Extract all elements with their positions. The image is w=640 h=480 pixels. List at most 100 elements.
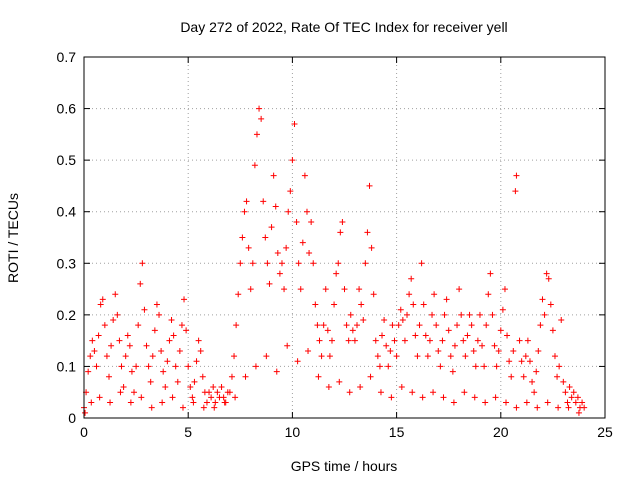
data-point	[278, 260, 285, 267]
data-point	[106, 373, 113, 380]
data-point	[181, 296, 188, 303]
data-point	[328, 337, 335, 344]
data-point	[149, 353, 156, 360]
y-tick-label: 0.6	[57, 101, 77, 117]
data-point	[221, 399, 228, 406]
data-point	[89, 337, 96, 344]
data-point	[97, 301, 104, 308]
data-point	[291, 121, 298, 128]
data-point	[462, 353, 469, 360]
data-point	[468, 322, 475, 329]
data-point	[408, 275, 415, 282]
data-point	[212, 399, 219, 406]
data-point	[368, 244, 375, 251]
data-point	[315, 373, 322, 380]
x-tick-label: 5	[184, 424, 192, 440]
data-point	[262, 234, 269, 241]
data-point	[337, 229, 344, 236]
data-point	[558, 317, 565, 324]
data-point	[199, 373, 206, 380]
data-point	[138, 394, 145, 401]
data-point	[264, 260, 271, 267]
data-point	[331, 301, 338, 308]
data-point	[206, 389, 213, 396]
data-point	[367, 373, 374, 380]
data-point	[208, 394, 215, 401]
data-point	[349, 327, 356, 334]
data-point	[565, 404, 572, 411]
data-point	[245, 244, 252, 251]
data-point	[301, 172, 308, 179]
data-point	[96, 394, 103, 401]
data-point	[543, 270, 550, 277]
data-point	[273, 368, 280, 375]
x-tick-label: 0	[80, 424, 88, 440]
data-point	[87, 353, 94, 360]
data-point	[549, 327, 556, 334]
chart-title: Day 272 of 2022, Rate Of TEC Index for r…	[180, 19, 507, 35]
data-point	[443, 296, 450, 303]
data-point	[440, 394, 447, 401]
data-point	[397, 306, 404, 313]
data-point	[235, 291, 242, 298]
data-point	[379, 332, 386, 339]
data-point	[276, 270, 283, 277]
data-point	[211, 404, 218, 411]
data-point	[341, 286, 348, 293]
data-point	[293, 219, 300, 226]
data-point	[314, 322, 321, 329]
data-point	[128, 368, 135, 375]
data-point	[228, 373, 235, 380]
data-point	[529, 378, 536, 385]
y-tick-label: 0.3	[57, 255, 77, 271]
data-point	[360, 317, 367, 324]
data-point	[174, 378, 181, 385]
data-point	[460, 337, 467, 344]
data-point	[581, 404, 588, 411]
data-point	[159, 399, 166, 406]
data-point	[124, 332, 131, 339]
data-point	[141, 306, 148, 313]
data-point	[544, 399, 551, 406]
data-point	[471, 394, 478, 401]
data-point	[233, 322, 240, 329]
data-point	[431, 291, 438, 298]
data-point	[470, 347, 477, 354]
data-point	[504, 332, 511, 339]
data-point	[383, 342, 390, 349]
data-point	[297, 286, 304, 293]
data-point	[482, 399, 489, 406]
data-point	[391, 337, 398, 344]
data-point	[458, 311, 465, 318]
y-tick-label: 0.4	[57, 204, 77, 220]
data-point	[570, 389, 577, 396]
data-point	[456, 286, 463, 293]
data-point	[555, 404, 562, 411]
data-series	[81, 105, 588, 416]
x-tick-label: 15	[389, 424, 405, 440]
data-point	[495, 347, 502, 354]
data-point	[189, 394, 196, 401]
data-point	[420, 301, 427, 308]
data-point	[117, 389, 124, 396]
data-point	[404, 311, 411, 318]
data-point	[534, 404, 541, 411]
data-point	[395, 322, 402, 329]
data-point	[287, 188, 294, 195]
data-point	[481, 363, 488, 370]
data-point	[193, 358, 200, 365]
data-point	[162, 384, 169, 391]
data-point	[151, 327, 158, 334]
data-point	[101, 322, 108, 329]
data-point	[497, 327, 504, 334]
data-point	[554, 373, 561, 380]
data-point	[575, 409, 582, 416]
data-point	[339, 219, 346, 226]
data-point	[356, 286, 363, 293]
data-point	[226, 389, 233, 396]
data-point	[358, 301, 365, 308]
data-point	[547, 301, 554, 308]
data-point	[263, 353, 270, 360]
data-point	[118, 363, 125, 370]
data-point	[133, 363, 140, 370]
